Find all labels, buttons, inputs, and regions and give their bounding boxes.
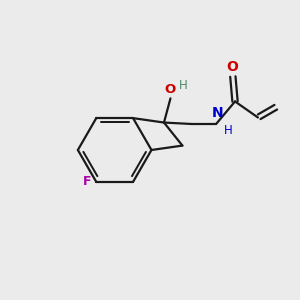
Text: O: O [226, 60, 238, 74]
Text: N: N [212, 106, 224, 121]
Text: F: F [82, 176, 91, 188]
Text: H: H [224, 124, 233, 137]
Text: H: H [179, 79, 188, 92]
Text: O: O [165, 83, 176, 96]
